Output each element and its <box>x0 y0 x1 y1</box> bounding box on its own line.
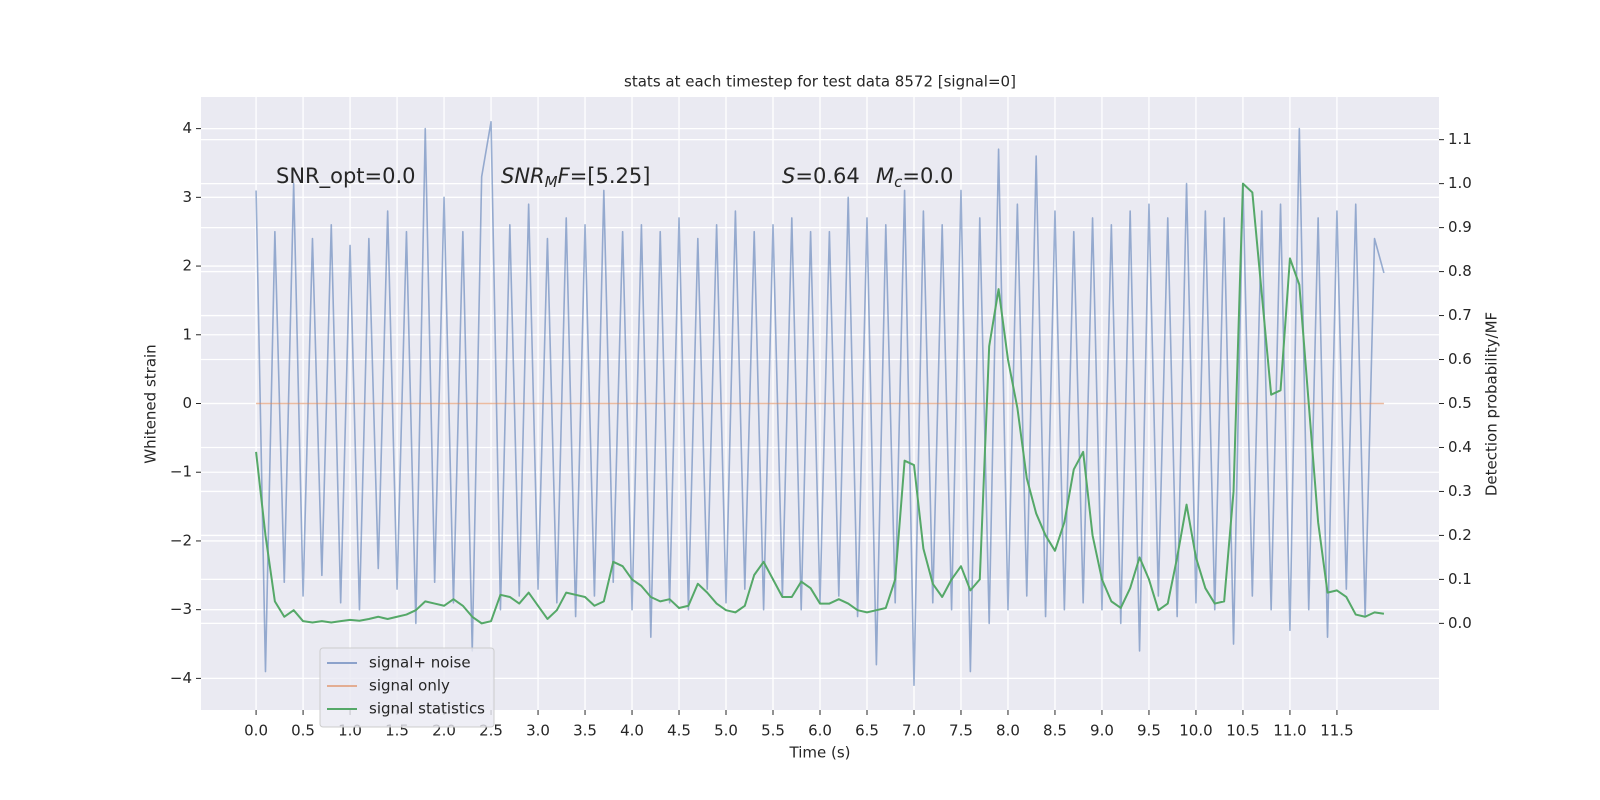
y2-tick-label: 0.6 <box>1448 350 1472 368</box>
legend-label: signal only <box>369 677 450 695</box>
y-tick-label: 1 <box>182 325 192 343</box>
y2-tick-label: 1.0 <box>1448 174 1472 192</box>
x-tick-label: 0.5 <box>291 722 315 740</box>
annotation: SNR_opt=0.0 <box>276 164 416 189</box>
annotation: Mc=0.0 <box>876 164 953 191</box>
y2-tick-label: 0.7 <box>1448 306 1472 324</box>
legend-label: signal+ noise <box>369 654 471 672</box>
x-tick-label: 7.5 <box>949 722 973 740</box>
x-tick-label: 9.0 <box>1090 722 1114 740</box>
y2-tick-label: 1.1 <box>1448 130 1472 148</box>
annotation-part: F <box>558 164 571 188</box>
x-tick-label: 0.0 <box>244 722 268 740</box>
x-tick-label: 6.5 <box>855 722 879 740</box>
y2-tick-label: 0.5 <box>1448 394 1472 412</box>
x-tick-label: 3.5 <box>573 722 597 740</box>
y-tick-label: −4 <box>170 669 192 687</box>
y-tick-label: −3 <box>170 600 192 618</box>
y2-axis-label: Detection probability/MF <box>1483 312 1501 496</box>
y-tick-label: 3 <box>182 188 192 206</box>
y2-tick-label: 0.0 <box>1448 614 1472 632</box>
annotation-part: S <box>782 164 795 188</box>
y2-tick-label: 0.1 <box>1448 570 1472 588</box>
y2-tick-label: 0.8 <box>1448 262 1472 280</box>
x-tick-label: 5.0 <box>714 722 738 740</box>
annotation-part: =[5.25] <box>570 164 651 188</box>
annotation-part: =0.64 <box>795 164 859 188</box>
y-tick-label: −1 <box>170 463 192 481</box>
y2-tick-label: 0.3 <box>1448 482 1472 500</box>
x-tick-label: 7.0 <box>902 722 926 740</box>
annotation: SNRMF=[5.25] <box>501 164 650 191</box>
x-tick-label: 5.5 <box>761 722 785 740</box>
annotation: S=0.64 <box>782 164 860 188</box>
x-tick-label: 4.5 <box>667 722 691 740</box>
x-tick-label: 11.5 <box>1320 722 1353 740</box>
x-tick-label: 10.5 <box>1226 722 1259 740</box>
annotation-part: =0.0 <box>902 164 953 188</box>
x-tick-label: 4.0 <box>620 722 644 740</box>
legend-box <box>319 647 495 728</box>
chart-title: stats at each timestep for test data 857… <box>624 73 1016 91</box>
x-tick-label: 8.5 <box>1043 722 1067 740</box>
y-axis-label: Whitened strain <box>142 344 160 463</box>
legend-label: signal statistics <box>369 700 485 718</box>
y2-tick-label: 0.9 <box>1448 218 1472 236</box>
annotation-part: SNR_opt=0.0 <box>276 164 416 189</box>
x-tick-label: 11.0 <box>1273 722 1306 740</box>
x-tick-label: 6.0 <box>808 722 832 740</box>
x-tick-label: 8.0 <box>996 722 1020 740</box>
annotation-part: M <box>876 164 894 188</box>
annotation-part: c <box>894 173 903 191</box>
x-axis-label: Time (s) <box>789 744 851 762</box>
y2-tick-label: 0.4 <box>1448 438 1472 456</box>
x-tick-label: 9.5 <box>1137 722 1161 740</box>
y2-tick-label: 0.2 <box>1448 526 1472 544</box>
x-tick-label: 10.0 <box>1179 722 1212 740</box>
y-tick-label: −2 <box>170 531 192 549</box>
y-tick-label: 2 <box>182 257 192 275</box>
y-tick-label: 0 <box>182 394 192 412</box>
series-line <box>255 182 1385 625</box>
x-tick-label: 3.0 <box>526 722 550 740</box>
annotation-part: M <box>545 173 558 191</box>
annotation-part: SNR <box>501 164 545 188</box>
y-tick-label: 4 <box>182 119 192 137</box>
